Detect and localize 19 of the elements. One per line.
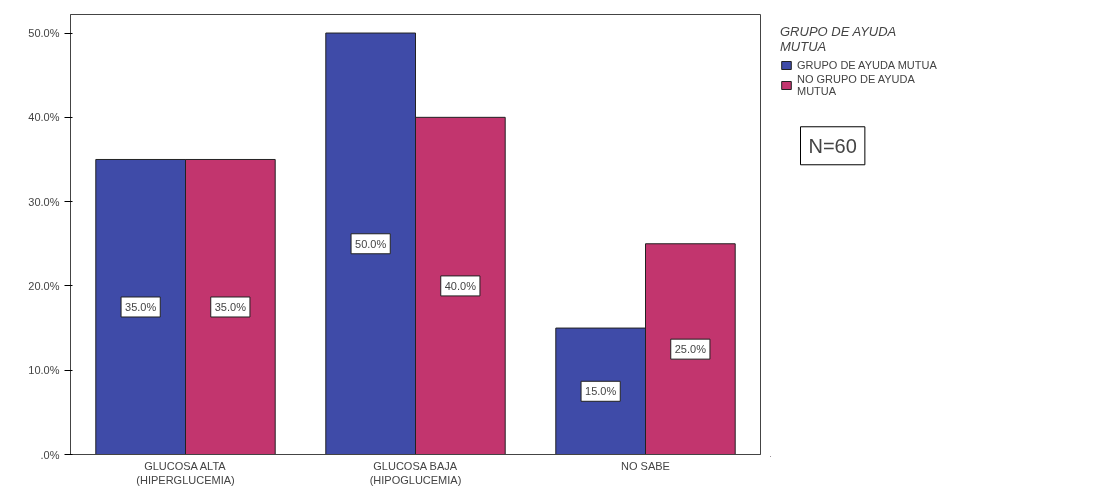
data-label: 25.0% (674, 343, 707, 356)
data-label: 35.0% (125, 300, 157, 313)
legend-title: GRUPO DE AYUDA MUTUA (780, 24, 898, 54)
y-tick-label: 50.0% (28, 27, 60, 40)
y-tick-label: 20.0% (28, 279, 60, 292)
y-tick-label: .0% (40, 448, 60, 461)
y-tick-label: 30.0% (28, 195, 60, 208)
data-label: 35.0% (214, 300, 247, 313)
x-tick-label: NO SABE (621, 459, 670, 472)
legend-label: NO GRUPO DE AYUDA MUTUA (797, 73, 915, 97)
y-tick-label: 10.0% (28, 364, 60, 377)
data-label: 50.0% (355, 237, 387, 250)
x-tick-label: GLUCOSA ALTA (HIPERGLUCEMIA) (136, 459, 235, 486)
y-tick-label: 40.0% (28, 111, 60, 124)
data-label: 40.0% (444, 279, 477, 292)
x-tick-label: GLUCOSA BAJA (HIPOGLUCEMIA) (369, 459, 462, 486)
text: N=60 (808, 134, 857, 157)
data-label: 15.0% (585, 385, 617, 398)
legend-label: GRUPO DE AYUDA MUTUA (797, 59, 937, 71)
